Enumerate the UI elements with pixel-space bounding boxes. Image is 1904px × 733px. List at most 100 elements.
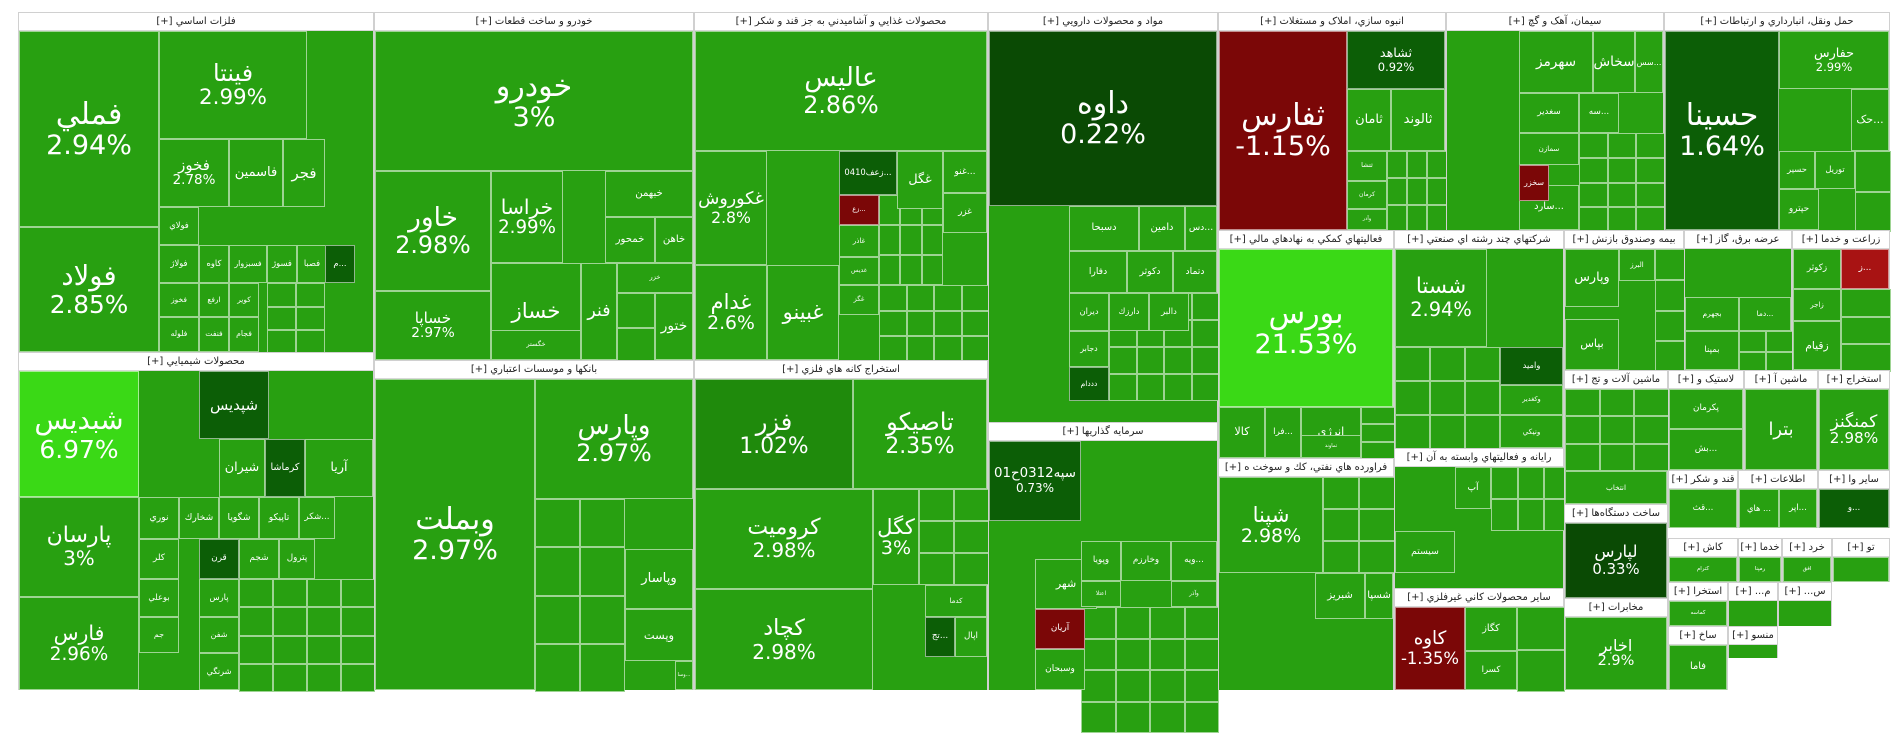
- sector-header[interactable]: اطلاعات [+]: [1739, 471, 1817, 489]
- sector-header[interactable]: بانكها و موسسات اعتباري [+]: [375, 361, 693, 379]
- small-tile[interactable]: [1407, 205, 1427, 232]
- small-tile[interactable]: [879, 311, 907, 337]
- stock-tile[interactable]: شگويا: [219, 497, 259, 539]
- small-tile[interactable]: [1608, 207, 1637, 232]
- sector-header[interactable]: حمل ونقل، انبارداري و ارتباطات [+]: [1665, 13, 1889, 31]
- sector-header[interactable]: خدما [+]: [1739, 539, 1781, 557]
- stock-tile[interactable]: و...: [1819, 489, 1889, 528]
- stock-tile[interactable]: ثالوند: [1391, 89, 1445, 151]
- small-tile[interactable]: [1636, 158, 1665, 183]
- stock-tile[interactable]: ونيكي: [1500, 415, 1563, 448]
- stock-tile[interactable]: شخارك: [179, 497, 219, 539]
- stock-tile[interactable]: کوير: [229, 283, 259, 317]
- sector-header[interactable]: تو [+]: [1833, 539, 1889, 557]
- stock-tile[interactable]: پکرمان: [1669, 389, 1743, 429]
- small-tile[interactable]: [1137, 374, 1165, 401]
- small-tile[interactable]: [535, 596, 580, 644]
- stock-tile[interactable]: پترول: [279, 539, 315, 579]
- stock-tile[interactable]: بپاس: [1565, 319, 1619, 370]
- stock-tile[interactable]: کدما: [925, 585, 987, 617]
- small-tile[interactable]: [1150, 639, 1185, 671]
- stock-tile[interactable]: فنفت: [199, 317, 229, 352]
- sector-header[interactable]: خرد [+]: [1783, 539, 1831, 557]
- small-tile[interactable]: [341, 664, 375, 692]
- stock-tile[interactable]: كترام: [1669, 557, 1737, 582]
- sector-header[interactable]: بيمه وصندوق بازنش [+]: [1565, 231, 1683, 249]
- stock-tile[interactable]: ارفع: [199, 283, 229, 317]
- sector-header[interactable]: منسو [+]: [1729, 627, 1777, 645]
- small-tile[interactable]: [962, 311, 990, 337]
- stock-tile[interactable]: فولاژ: [159, 245, 199, 283]
- stock-tile[interactable]: سيستم: [1395, 531, 1455, 573]
- stock-tile[interactable]: آريا: [305, 439, 373, 497]
- small-tile[interactable]: [1395, 415, 1430, 449]
- stock-tile[interactable]: خاهن: [655, 217, 693, 263]
- stock-tile[interactable]: اپال: [955, 617, 987, 657]
- small-tile[interactable]: [1081, 607, 1116, 639]
- small-tile[interactable]: [1192, 347, 1220, 374]
- small-tile[interactable]: [273, 636, 307, 664]
- small-tile[interactable]: [1387, 151, 1407, 178]
- stock-tile[interactable]: خگستر: [491, 330, 581, 360]
- sector-header[interactable]: فعاليتهاي کمکي به نهادهاي مالي [+]: [1219, 231, 1393, 249]
- small-tile[interactable]: [1137, 347, 1165, 374]
- small-tile[interactable]: [934, 311, 962, 337]
- sector-header[interactable]: محصولات غذايي و آشاميدني به جز قند و شکر…: [695, 13, 987, 31]
- sector-header[interactable]: ماشين آلات و تج [+]: [1565, 371, 1667, 389]
- small-tile[interactable]: [919, 521, 954, 553]
- small-tile[interactable]: [1634, 444, 1669, 471]
- stock-tile[interactable]: خزر: [617, 263, 693, 293]
- small-tile[interactable]: [535, 499, 580, 547]
- sector-header[interactable]: كاش [+]: [1669, 539, 1737, 557]
- sector-header[interactable]: ماشين آ [+]: [1745, 371, 1817, 389]
- small-tile[interactable]: [1608, 133, 1637, 158]
- stock-tile[interactable]: فولاي: [159, 207, 199, 245]
- stock-tile[interactable]: فسبزوار: [229, 245, 267, 283]
- small-tile[interactable]: [1361, 442, 1395, 459]
- small-tile[interactable]: [1407, 151, 1427, 178]
- small-tile[interactable]: [273, 607, 307, 635]
- stock-tile[interactable]: تج...: [925, 617, 955, 657]
- stock-tile[interactable]: وپست: [625, 609, 693, 661]
- sector-header[interactable]: فراورده هاي نفتي، كك و سوخت ه [+]: [1219, 459, 1393, 477]
- small-tile[interactable]: [1491, 499, 1518, 531]
- sector-header[interactable]: استخراج كانه هاي فلزي [+]: [695, 361, 987, 379]
- small-tile[interactable]: [580, 596, 625, 644]
- stock-tile[interactable]: فرا...: [1265, 407, 1301, 458]
- stock-tile[interactable]: شبريز: [1315, 573, 1365, 619]
- small-tile[interactable]: [1116, 670, 1151, 702]
- small-tile[interactable]: [1518, 467, 1545, 499]
- small-tile[interactable]: [919, 553, 954, 585]
- small-tile[interactable]: [1192, 374, 1220, 401]
- stock-tile[interactable]: غگز: [839, 285, 879, 315]
- small-tile[interactable]: [1164, 374, 1192, 401]
- stock-tile[interactable]: خمحور: [605, 217, 655, 263]
- small-tile[interactable]: [934, 336, 962, 362]
- stock-tile[interactable]: زاجر: [1793, 289, 1841, 321]
- sector-header[interactable]: استخرا [+]: [1669, 583, 1727, 601]
- stock-tile[interactable]: تماوند: [1301, 435, 1361, 458]
- sector-header[interactable]: فلزات اساسي [+]: [19, 13, 373, 31]
- stock-tile[interactable]: کالا: [1219, 407, 1265, 458]
- small-tile[interactable]: [1150, 670, 1185, 702]
- small-tile[interactable]: [1185, 607, 1220, 639]
- small-tile[interactable]: [296, 307, 325, 331]
- small-tile[interactable]: [922, 255, 943, 285]
- small-tile[interactable]: [1109, 374, 1137, 401]
- stock-tile[interactable]: کرمان: [1347, 181, 1387, 209]
- stock-tile[interactable]: شجم: [239, 539, 279, 579]
- stock-tile[interactable]: فنر: [581, 263, 617, 360]
- stock-tile[interactable]: زکوثر: [1793, 249, 1841, 289]
- small-tile[interactable]: [1634, 389, 1669, 416]
- small-tile[interactable]: [1518, 499, 1545, 531]
